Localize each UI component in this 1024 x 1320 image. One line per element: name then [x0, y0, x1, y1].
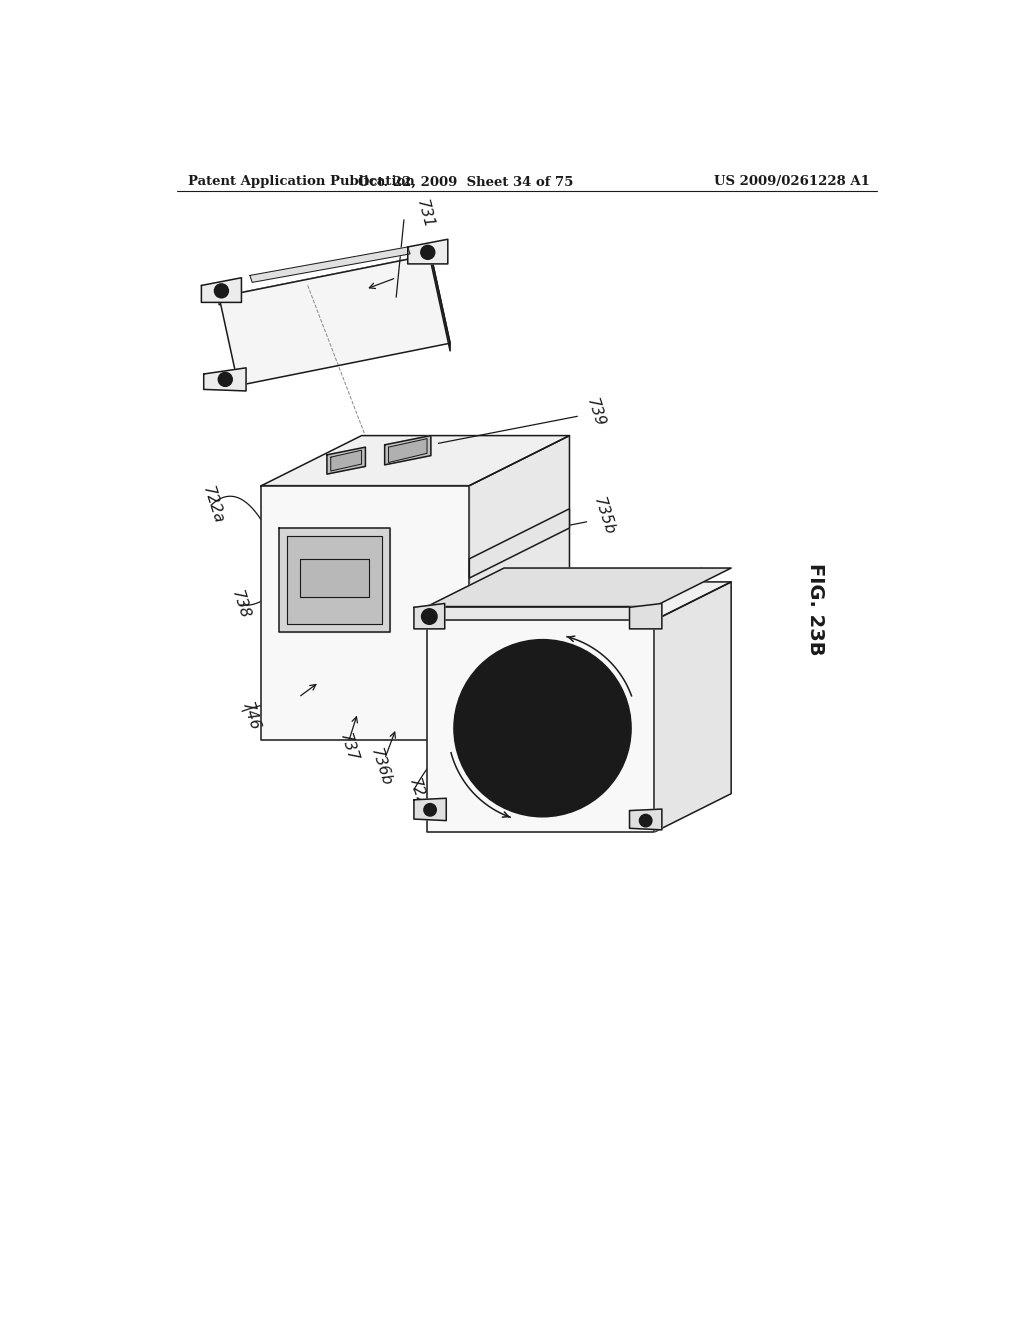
Circle shape [424, 804, 436, 816]
Text: 735b: 735b [591, 495, 617, 537]
Polygon shape [414, 603, 444, 628]
Polygon shape [427, 582, 731, 620]
Polygon shape [469, 436, 569, 739]
Circle shape [218, 372, 232, 387]
Text: 730: 730 [688, 774, 712, 807]
Circle shape [421, 246, 435, 259]
Circle shape [422, 609, 437, 624]
Text: Patent Application Publication: Patent Application Publication [188, 176, 415, 189]
Polygon shape [280, 528, 390, 632]
Polygon shape [219, 255, 431, 305]
Text: US 2009/0261228 A1: US 2009/0261228 A1 [714, 176, 869, 189]
Polygon shape [300, 558, 370, 598]
Polygon shape [261, 486, 469, 739]
Polygon shape [630, 603, 662, 628]
Polygon shape [202, 277, 242, 302]
Polygon shape [654, 582, 731, 832]
Text: 739: 739 [584, 396, 606, 429]
Text: 738: 738 [229, 589, 253, 622]
Text: 722b: 722b [407, 776, 432, 818]
Circle shape [640, 814, 652, 826]
Circle shape [454, 640, 631, 817]
Text: FIG. 23B: FIG. 23B [806, 562, 825, 655]
Circle shape [214, 284, 228, 298]
Polygon shape [204, 368, 246, 391]
Text: 731: 731 [685, 566, 709, 598]
Polygon shape [327, 447, 366, 474]
Polygon shape [427, 607, 654, 620]
Polygon shape [414, 799, 446, 821]
Polygon shape [431, 255, 451, 351]
Text: 722a: 722a [200, 484, 226, 525]
Text: 736b: 736b [368, 746, 394, 788]
Text: 737: 737 [337, 731, 360, 764]
Polygon shape [408, 239, 447, 264]
Text: Oct. 22, 2009  Sheet 34 of 75: Oct. 22, 2009 Sheet 34 of 75 [357, 176, 573, 189]
Polygon shape [427, 620, 654, 832]
Polygon shape [287, 536, 382, 624]
Polygon shape [331, 450, 361, 471]
Polygon shape [630, 809, 662, 830]
Text: 731: 731 [414, 198, 436, 230]
Polygon shape [469, 508, 569, 578]
Circle shape [469, 655, 615, 801]
Polygon shape [250, 247, 410, 282]
Polygon shape [427, 568, 731, 607]
Text: 746: 746 [239, 701, 262, 733]
Polygon shape [385, 436, 431, 465]
Polygon shape [261, 436, 569, 486]
Polygon shape [219, 255, 451, 385]
Circle shape [519, 705, 565, 751]
Polygon shape [388, 438, 427, 462]
